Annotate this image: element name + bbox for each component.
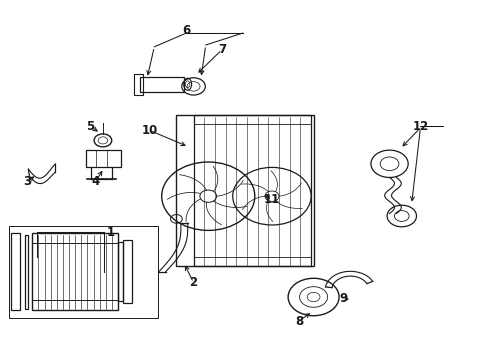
Text: 5: 5 [87, 120, 95, 133]
Text: 2: 2 [190, 276, 197, 289]
Bar [11, 233, 20, 310]
Bar [123, 240, 132, 303]
Text: 6: 6 [182, 24, 190, 37]
Text: 3: 3 [23, 175, 31, 188]
Text: 10: 10 [141, 124, 158, 137]
Bar [24, 235, 28, 309]
Text: 4: 4 [92, 175, 99, 188]
Text: 9: 9 [339, 292, 347, 305]
Text: 7: 7 [218, 43, 226, 56]
Bar [9, 226, 158, 318]
Text: 1: 1 [106, 226, 114, 239]
Bar [32, 233, 118, 310]
Text: 12: 12 [412, 120, 429, 132]
Bar [86, 150, 121, 167]
Bar [118, 242, 123, 301]
Bar [140, 77, 184, 92]
Text: 11: 11 [264, 193, 280, 206]
Bar [194, 115, 311, 266]
Bar [134, 74, 143, 95]
Bar [176, 115, 314, 266]
Text: 8: 8 [295, 315, 303, 328]
